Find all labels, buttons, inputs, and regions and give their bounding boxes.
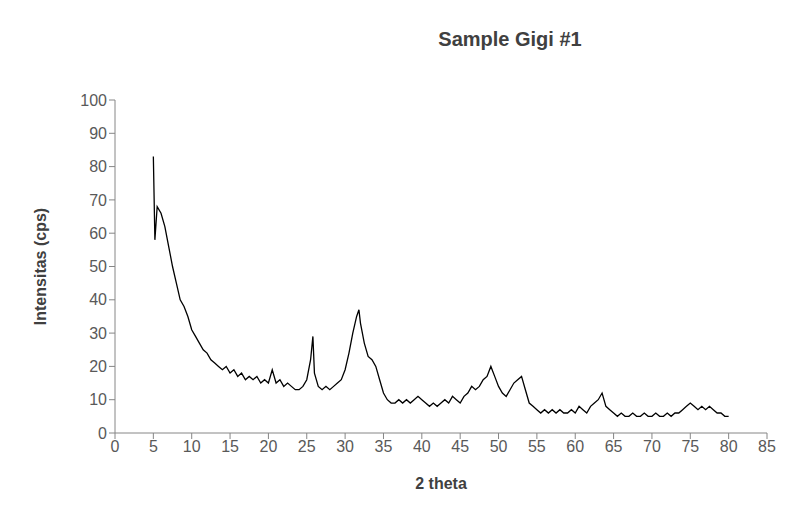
svg-text:70: 70 (643, 438, 661, 455)
svg-text:80: 80 (89, 158, 107, 175)
svg-text:2 theta: 2 theta (415, 475, 467, 492)
svg-text:25: 25 (298, 438, 316, 455)
svg-text:55: 55 (528, 438, 546, 455)
svg-text:0: 0 (98, 425, 107, 442)
svg-text:40: 40 (413, 438, 431, 455)
html-text:Sample Gigi #1: Sample Gigi #1 (438, 28, 582, 50)
svg-text:30: 30 (336, 438, 354, 455)
svg-text:75: 75 (681, 438, 699, 455)
svg-text:35: 35 (375, 438, 393, 455)
svg-text:20: 20 (260, 438, 278, 455)
svg-text:10: 10 (89, 391, 107, 408)
svg-text:60: 60 (566, 438, 584, 455)
svg-text:Intensitas (cps): Intensitas (cps) (32, 208, 49, 325)
svg-text:30: 30 (89, 325, 107, 342)
svg-text:60: 60 (89, 225, 107, 242)
svg-text:40: 40 (89, 291, 107, 308)
svg-text:15: 15 (221, 438, 239, 455)
svg-text:45: 45 (451, 438, 469, 455)
svg-text:65: 65 (605, 438, 623, 455)
svg-text:80: 80 (720, 438, 738, 455)
svg-text:50: 50 (89, 258, 107, 275)
svg-text:100: 100 (80, 92, 107, 109)
svg-text:0: 0 (111, 438, 120, 455)
svg-text:20: 20 (89, 358, 107, 375)
svg-text:5: 5 (149, 438, 158, 455)
svg-text:70: 70 (89, 192, 107, 209)
svg-text:85: 85 (758, 438, 776, 455)
svg-text:90: 90 (89, 125, 107, 142)
svg-text:50: 50 (490, 438, 508, 455)
svg-text:10: 10 (183, 438, 201, 455)
